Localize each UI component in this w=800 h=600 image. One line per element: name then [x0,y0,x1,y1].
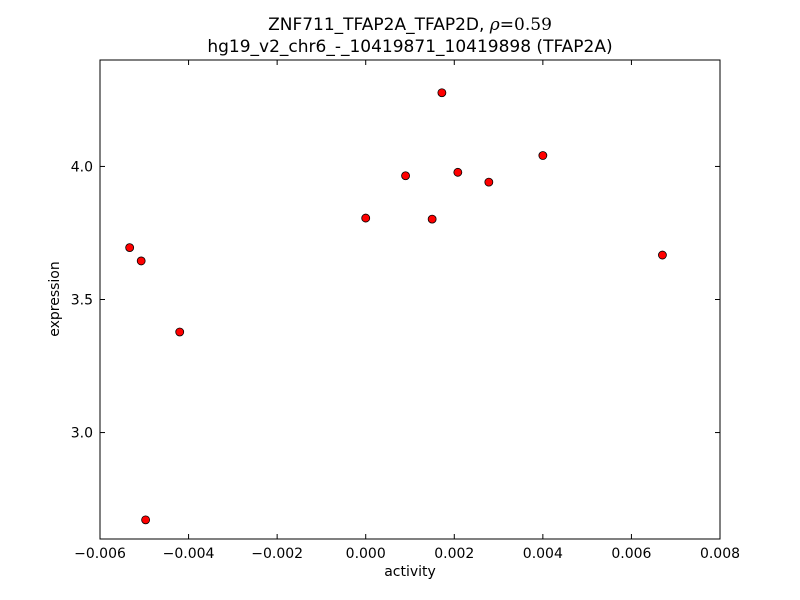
rho-value: 0.59 [514,15,552,35]
data-point [427,214,437,224]
plot-area [99,59,721,540]
data-point [175,327,185,337]
y-tick-label: 4.0 [71,159,93,175]
rho-symbol: ρ [489,15,500,35]
data-point [141,515,151,525]
axis-tick-labels: −0.006 −0.004 −0.002 0.000 0.002 0.004 0.006 0.… [71,159,740,562]
y-tick-label: 3.0 [71,426,93,442]
data-point [437,88,447,98]
data-point [538,151,548,160]
data-point [125,243,135,253]
rho-equals: = [500,15,514,35]
x-tick-label: −0.006 [74,546,126,562]
data-point [136,256,146,266]
data-point [361,213,371,223]
data-point [484,177,494,187]
data-point [658,250,667,260]
data-points [125,88,667,525]
data-point [453,167,463,177]
chart-title-prefix: ZNF711_TFAP2A_TFAP2D, [268,15,490,35]
x-tick-label: −0.002 [251,546,303,562]
chart-title-line1: ZNF711_TFAP2A_TFAP2D, ρ=0.59 [268,15,552,35]
data-point [401,171,410,181]
x-tick-label: 0.000 [346,546,386,562]
x-tick-label: 0.006 [611,546,651,562]
x-tick-label: 0.008 [700,546,740,562]
x-tick-label: 0.002 [434,546,474,562]
x-axis-label: activity [384,564,436,580]
chart-title-line2: hg19_v2_chr6_-_10419871_10419898 (TFAP2A… [207,37,612,57]
x-tick-label: −0.004 [163,546,215,562]
y-tick-label: 3.5 [71,293,93,309]
y-axis-label: expression [47,261,63,337]
x-tick-label: 0.004 [523,546,563,562]
axis-ticks [99,60,721,539]
